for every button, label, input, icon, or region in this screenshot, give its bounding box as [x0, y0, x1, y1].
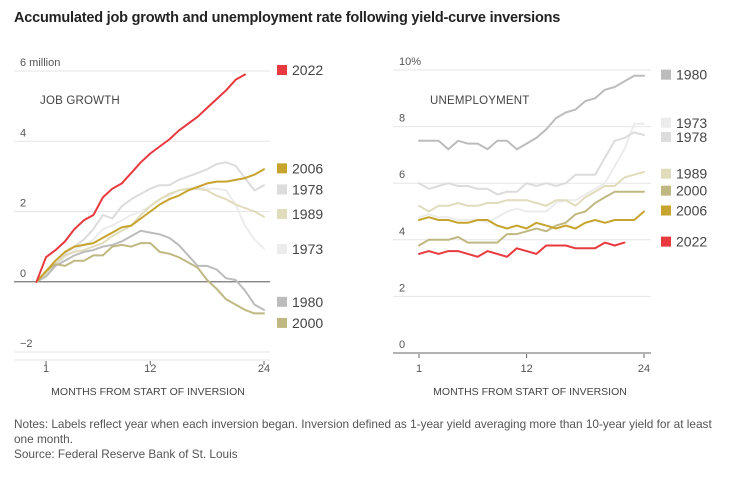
legend-label-1973: 1973: [292, 241, 323, 257]
legend-label-2006: 2006: [292, 160, 323, 176]
unemployment-panel: 10% 8 6 4 2 01 12 24 MONTHS FROM START OF INVERS…: [393, 56, 707, 398]
y-tick-label: 8: [399, 113, 405, 125]
series-line-1980: [418, 74, 645, 151]
x-tick-label: 1: [43, 363, 49, 375]
series-line-2022: [35, 73, 246, 283]
y-tick-label: 0: [399, 339, 405, 351]
legend-swatch-1978: [277, 184, 287, 195]
legend-label-2000: 2000: [676, 183, 707, 199]
legend-swatch-1980: [277, 296, 287, 307]
job-growth-panel: 6 million 4 2 0 −2 1 12 24 MONTHS FROM START OF …: [14, 57, 323, 398]
legend-swatch-2006: [277, 163, 287, 174]
legend-swatch-1973: [277, 244, 287, 255]
legend-label-2000: 2000: [292, 315, 323, 331]
legend-label-1980: 1980: [676, 67, 707, 83]
series-line-1989: [35, 187, 265, 283]
x-tick-label: 12: [144, 363, 156, 375]
legend-label-1989: 1989: [676, 166, 707, 182]
legend-label-2006: 2006: [676, 203, 707, 219]
legend-swatch-1989: [277, 209, 287, 220]
notes: Notes: Labels reflect year when each inv…: [14, 417, 719, 462]
panel-title: JOB GROWTH: [40, 95, 120, 107]
legend-label-2022: 2022: [676, 234, 707, 250]
legend-swatch-2000: [661, 185, 671, 196]
x-tick-label: 24: [638, 363, 650, 375]
legend-label-1989: 1989: [292, 206, 323, 222]
series-line-1989: [418, 170, 645, 213]
legend-swatch-2006: [661, 205, 671, 216]
series-line-2006: [35, 168, 265, 283]
legend-label-2022: 2022: [292, 62, 323, 78]
y-tick-label: 2: [20, 198, 26, 210]
legend-label-1973: 1973: [676, 115, 707, 131]
y-tick-label: 6: [399, 169, 405, 181]
chart-title: Accumulated job growth and unemployment …: [14, 10, 561, 26]
y-tick-label: 4: [20, 127, 26, 139]
notes-text: Notes: Labels reflect year when each inv…: [14, 417, 712, 446]
y-tick-label: −2: [20, 338, 33, 350]
y-tick-label: 2: [399, 282, 405, 294]
legend-label-1978: 1978: [676, 129, 707, 145]
series-line-2022: [418, 241, 626, 258]
y-tick-label: 10%: [399, 56, 421, 68]
x-tick-label: 1: [416, 363, 422, 375]
legend-label-1980: 1980: [292, 294, 323, 310]
series-line-2000: [35, 242, 265, 315]
panel-title: UNEMPLOYMENT: [430, 95, 530, 107]
y-tick-label: 4: [399, 226, 405, 238]
legend-swatch-1989: [661, 168, 671, 179]
x-tick-label: 24: [258, 363, 270, 375]
legend-swatch-2000: [277, 317, 287, 328]
series-line-1973: [418, 122, 645, 224]
x-axis-label: MONTHS FROM START OF INVERSION: [433, 386, 627, 398]
series-line-2006: [418, 210, 645, 230]
legend-label-1978: 1978: [292, 181, 323, 197]
source-text: Source: Federal Reserve Bank of St. Loui…: [14, 447, 238, 461]
series-line-1978: [418, 131, 645, 196]
legend-swatch-2022: [661, 236, 671, 247]
y-tick-label: 0: [20, 268, 26, 280]
x-tick-label: 12: [520, 363, 532, 375]
series-line-1980: [35, 229, 265, 311]
series-line-2000: [418, 190, 645, 247]
legend-swatch-1980: [661, 69, 671, 80]
legend-swatch-1973: [661, 117, 671, 128]
y-tick-label: 6 million: [20, 57, 60, 69]
legend-swatch-1978: [661, 131, 671, 142]
x-axis-label: MONTHS FROM START OF INVERSION: [51, 386, 245, 398]
legend-swatch-2022: [277, 65, 287, 75]
